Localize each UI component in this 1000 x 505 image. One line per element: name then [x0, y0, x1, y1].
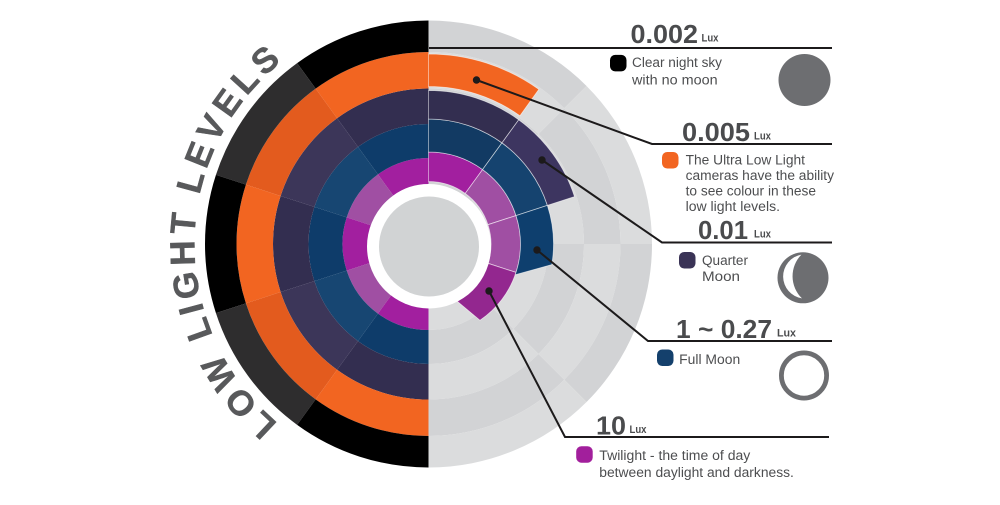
svg-text:Full Moon: Full Moon	[679, 352, 740, 367]
svg-text:Lux: Lux	[630, 424, 648, 436]
svg-text:1 ~ 0.27: 1 ~ 0.27	[676, 314, 772, 344]
svg-text:Twilight - the time of day: Twilight - the time of day	[599, 448, 750, 463]
svg-text:0.01: 0.01	[698, 215, 748, 245]
svg-text:Lux: Lux	[754, 131, 772, 143]
svg-text:cameras have the ability: cameras have the ability	[686, 168, 835, 183]
svg-text:0.005: 0.005	[682, 117, 750, 147]
svg-text:Clear night sky: Clear night sky	[632, 55, 722, 70]
svg-text:0.002: 0.002	[631, 19, 699, 49]
svg-text:10: 10	[596, 411, 626, 441]
svg-text:Moon: Moon	[702, 269, 740, 284]
svg-text:Lux: Lux	[702, 33, 720, 45]
svg-text:Lux: Lux	[777, 328, 797, 340]
svg-text:Lux: Lux	[754, 229, 772, 241]
svg-text:to see colour in these: to see colour in these	[686, 184, 816, 199]
svg-text:low light levels.: low light levels.	[686, 199, 780, 214]
svg-text:The Ultra Low Light: The Ultra Low Light	[686, 152, 806, 167]
svg-text:between daylight and darkness.: between daylight and darkness.	[599, 465, 794, 480]
svg-text:with no moon: with no moon	[631, 72, 718, 87]
svg-text:Quarter: Quarter	[702, 253, 748, 268]
